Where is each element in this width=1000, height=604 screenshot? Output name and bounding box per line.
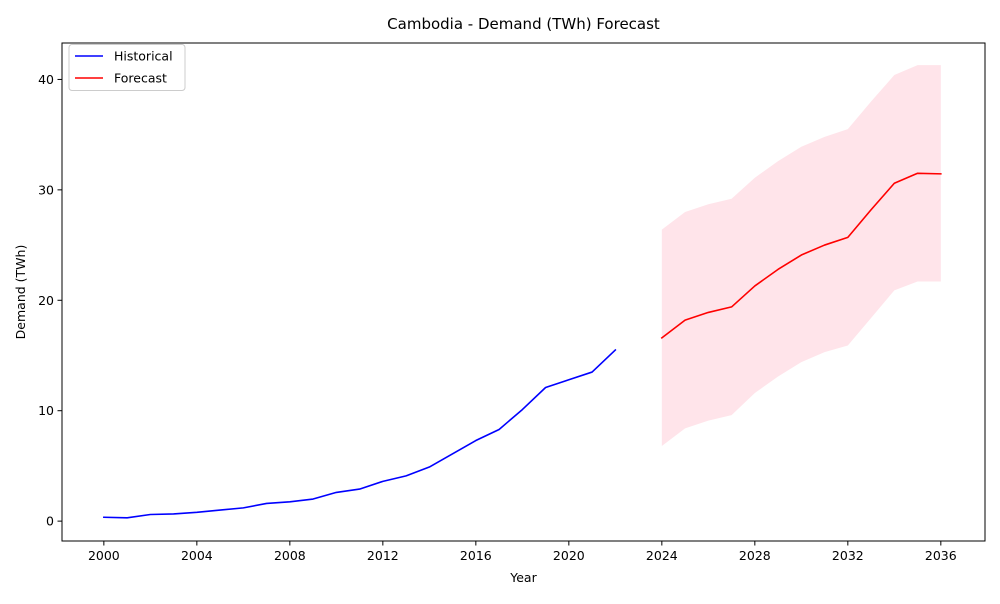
x-axis: 2000 2004 2008 2012 2016 2020 2024 2028 2032 2036: [88, 541, 957, 563]
y-tick-label: 30: [38, 182, 54, 197]
x-tick-label: 2020: [553, 548, 585, 563]
legend: Historical Forecast: [68, 44, 186, 91]
y-axis-label: Demand (TWh): [13, 245, 28, 340]
series-line-historical: [103, 348, 617, 519]
y-tick-label: 20: [38, 293, 54, 308]
y-tick-label: 40: [38, 72, 54, 87]
legend-label-forecast: Forecast: [114, 71, 167, 86]
x-tick-label: 2000: [88, 548, 120, 563]
y-tick-label: 0: [46, 514, 54, 529]
chart-title: Cambodia - Demand (TWh) Forecast: [387, 15, 660, 33]
x-tick-label: 2036: [925, 548, 957, 563]
y-axis: 0 10 20 30 40: [38, 72, 62, 529]
x-axis-label: Year: [509, 570, 537, 585]
series-line-forecast: [660, 172, 942, 339]
x-tick-label: 2024: [646, 548, 678, 563]
x-tick-label: 2012: [367, 548, 399, 563]
legend-label-historical: Historical: [114, 49, 173, 64]
x-tick-label: 2032: [832, 548, 864, 563]
plot-frame: [61, 42, 986, 542]
y-tick-label: 10: [38, 403, 54, 418]
series-layer: [103, 172, 942, 519]
x-tick-label: 2004: [181, 548, 213, 563]
x-tick-label: 2008: [274, 548, 306, 563]
x-tick-label: 2016: [460, 548, 492, 563]
x-tick-label: 2028: [739, 548, 771, 563]
